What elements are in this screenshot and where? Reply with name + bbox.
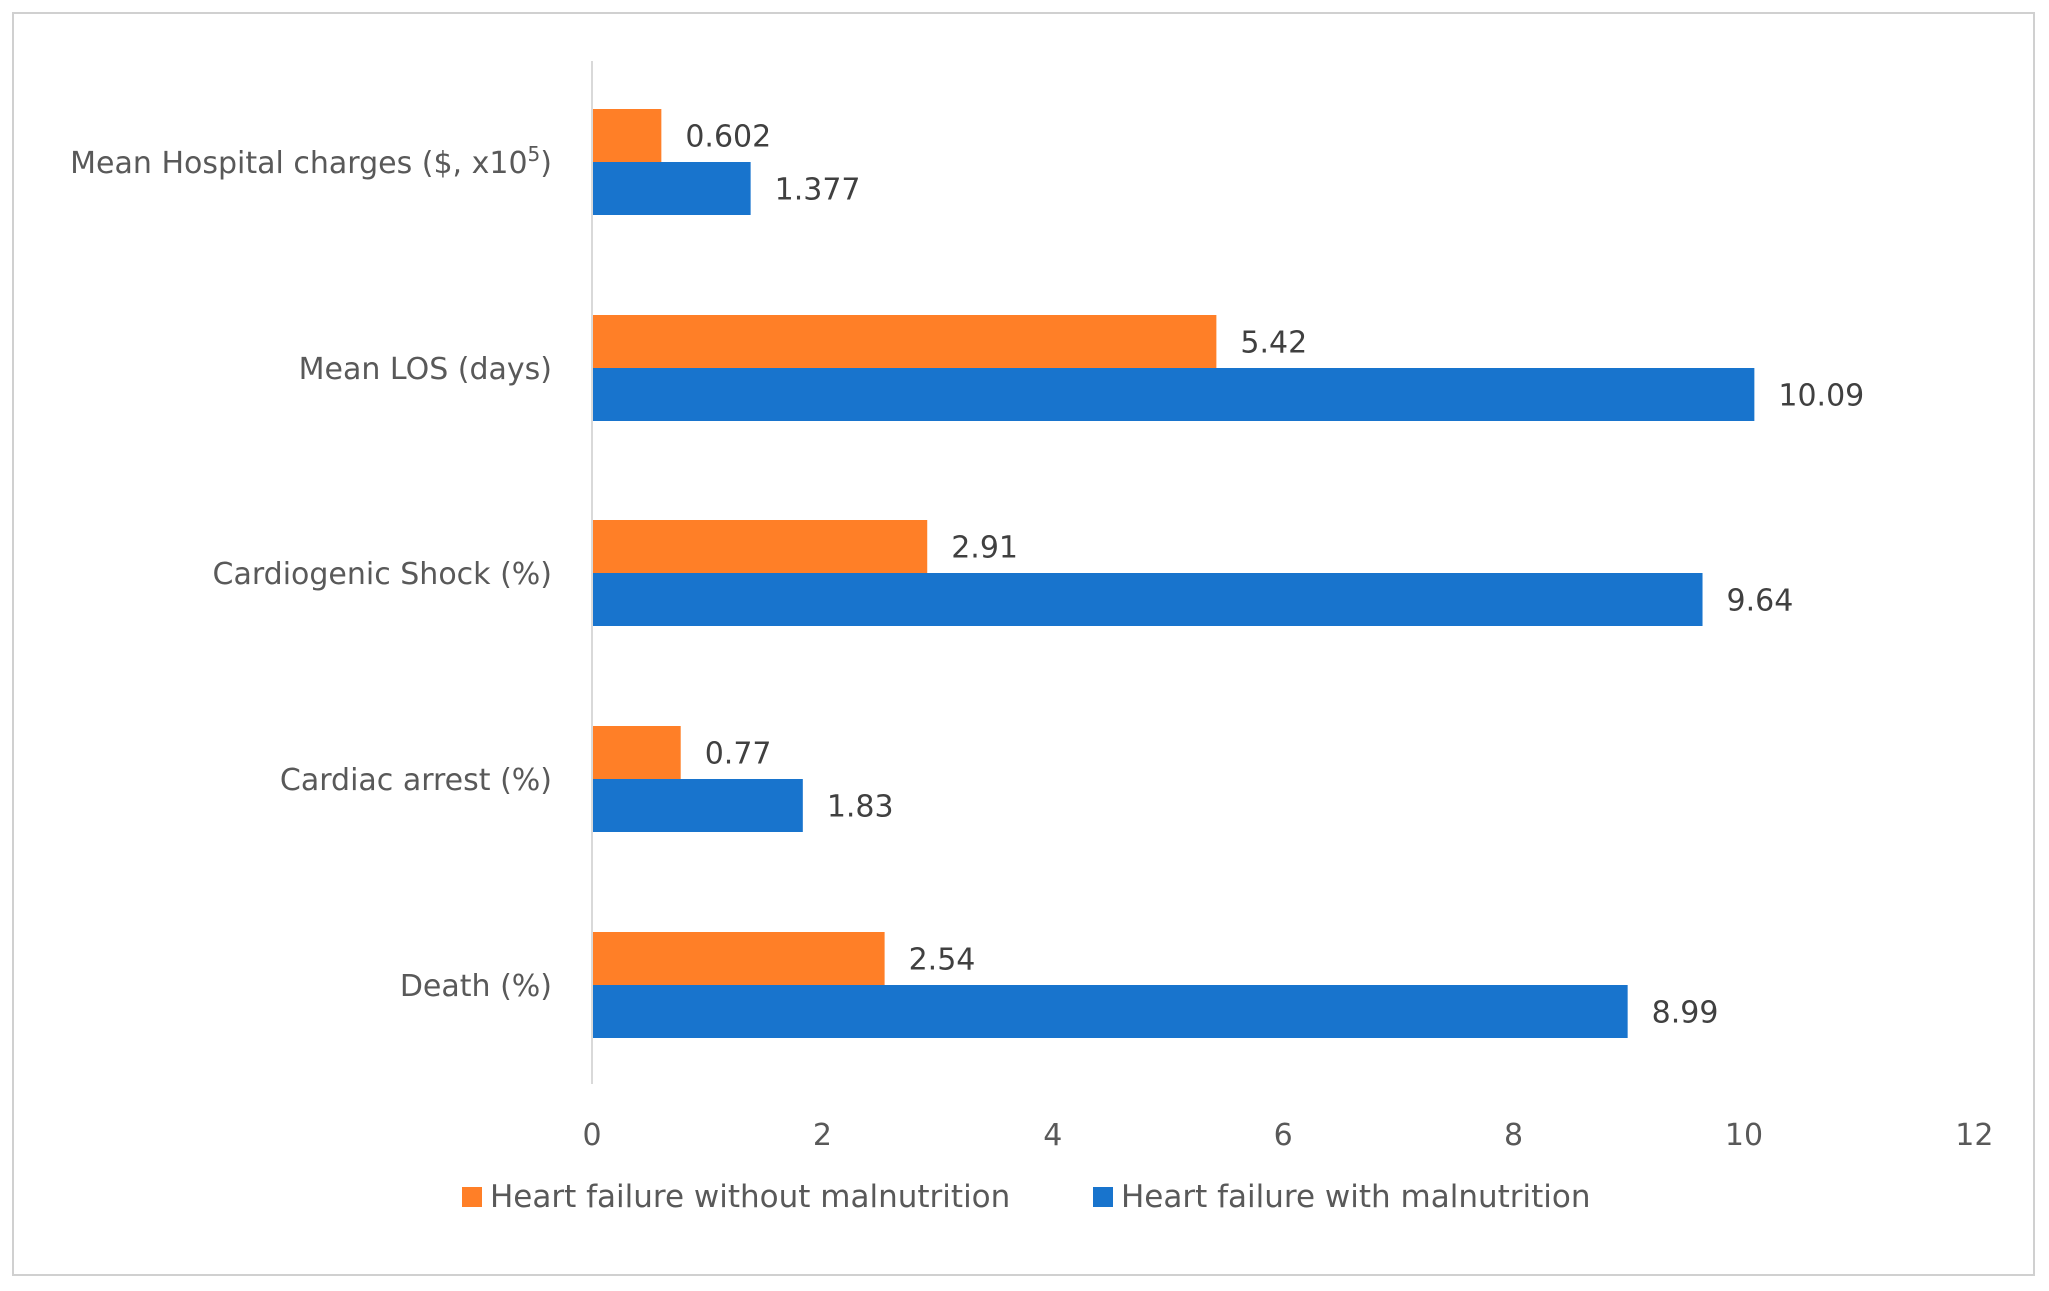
x-tick-label: 12 [1955,1118,1993,1153]
value-label: 9.64 [1727,584,1794,619]
x-axis-tick-labels: 0 2 4 6 8 10 12 [582,1118,1993,1153]
bar-without-malnutrition-3 [592,726,681,779]
x-tick-label: 8 [1504,1118,1523,1153]
bar-without-malnutrition-4 [592,932,885,985]
bar-without-malnutrition-0 [592,109,662,162]
bar-without-malnutrition-2 [592,520,928,573]
x-tick-label: 2 [813,1118,832,1153]
value-label: 10.09 [1778,379,1864,414]
category-label: Mean Hospital charges ($, x105) [70,142,552,181]
legend: Heart failure without malnutrition Heart … [462,1179,1591,1215]
value-label: 2.54 [909,943,976,978]
value-label: 8.99 [1652,996,1719,1031]
category-labels: Mean Hospital charges ($, x105) Mean LOS … [70,142,552,1004]
legend-swatch-without-malnutrition [462,1187,482,1207]
bar-with-malnutrition-2 [592,573,1703,626]
bars-layer [592,109,1755,1038]
value-label: 1.83 [827,790,894,825]
bar-with-malnutrition-1 [592,368,1755,421]
legend-label-with-malnutrition: Heart failure with malnutrition [1121,1179,1591,1215]
bar-with-malnutrition-3 [592,779,803,832]
x-tick-label: 10 [1725,1118,1763,1153]
value-label: 0.77 [705,737,772,772]
value-label: 5.42 [1240,326,1307,361]
category-label: Cardiac arrest (%) [280,763,552,798]
value-label: 1.377 [775,173,861,208]
category-label: Mean LOS (days) [299,352,552,387]
x-tick-label: 6 [1274,1118,1293,1153]
bar-with-malnutrition-4 [592,985,1628,1038]
bar-chart: Mean Hospital charges ($, x105) Mean LOS … [70,61,1993,1215]
bar-with-malnutrition-0 [592,162,751,215]
x-tick-label: 4 [1043,1118,1062,1153]
x-tick-label: 0 [582,1118,601,1153]
chart-frame: Mean Hospital charges ($, x105) Mean LOS … [12,12,2035,1276]
category-label: Cardiogenic Shock (%) [213,557,552,592]
value-label: 0.602 [685,120,771,155]
category-label: Death (%) [400,969,552,1004]
bar-without-malnutrition-1 [592,315,1217,368]
value-label: 2.91 [951,531,1018,566]
legend-label-without-malnutrition: Heart failure without malnutrition [490,1179,1010,1215]
legend-swatch-with-malnutrition [1093,1187,1113,1207]
